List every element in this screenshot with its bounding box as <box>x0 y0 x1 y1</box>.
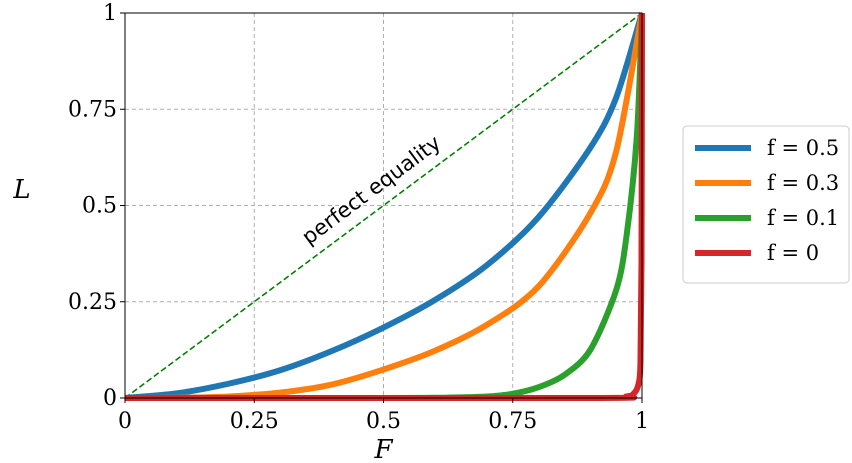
x-tick-label: 0.75 <box>488 409 537 434</box>
x-tick-label: 0 <box>118 409 132 434</box>
legend-label: f = 0.1 <box>767 206 839 230</box>
y-axis-label: L <box>12 175 30 205</box>
x-axis-label: F <box>373 435 393 463</box>
y-tick-label: 1 <box>103 1 117 26</box>
x-tick-label: 0.25 <box>230 409 279 434</box>
y-tick-label: 0.5 <box>82 194 117 219</box>
series-line-0 <box>124 12 645 401</box>
y-tick-label: 0.25 <box>68 290 117 315</box>
perfect-equality-label: perfect equality <box>297 131 445 250</box>
legend-frame <box>682 125 850 284</box>
y-tick-label: 0 <box>103 386 117 411</box>
legend-label: f = 0.3 <box>767 171 839 195</box>
legend: f = 0.5 f = 0.3 f = 0.1 f = 0 <box>682 125 850 284</box>
tick-layer: 0 0.25 0.5 0.75 1 0 0.25 0.5 0.75 1 <box>68 1 649 434</box>
grid-layer <box>125 13 642 398</box>
y-tick-label: 0.75 <box>68 97 117 122</box>
legend-label: f = 0 <box>767 241 819 265</box>
x-tick-label: 1 <box>635 409 649 434</box>
legend-label: f = 0.5 <box>767 136 839 160</box>
x-tick-label: 0.5 <box>366 409 401 434</box>
